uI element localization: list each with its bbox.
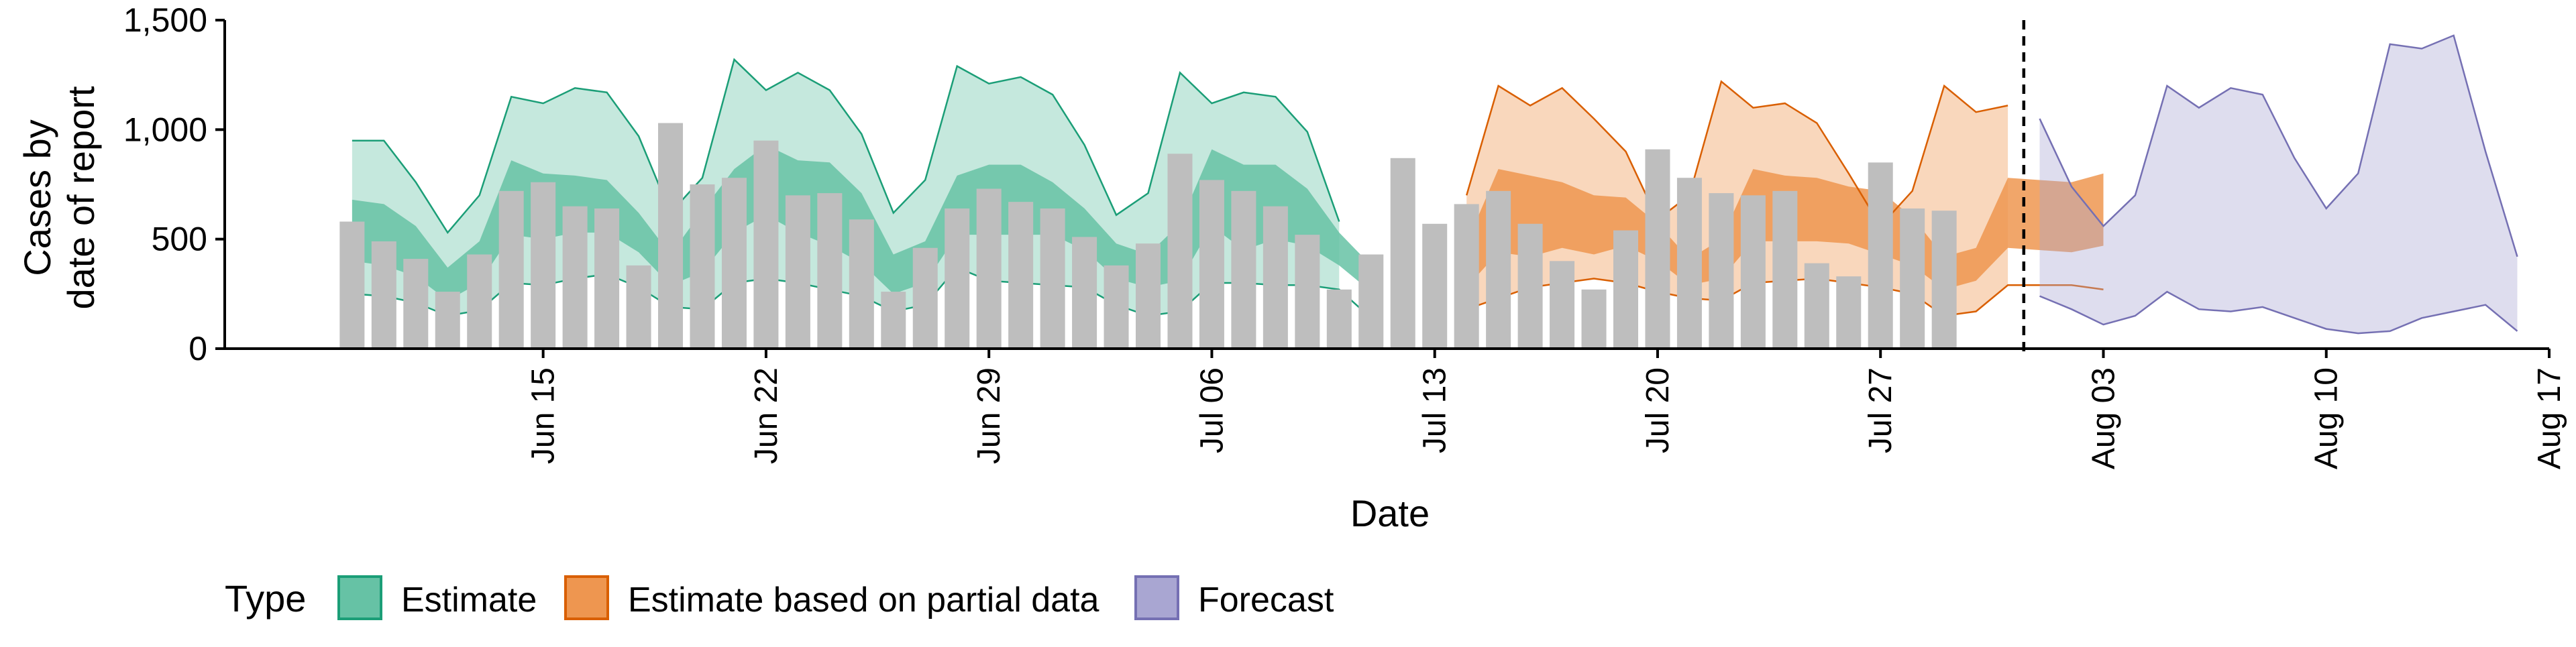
x-tick-label-3: Jun 29 (971, 367, 1007, 464)
bar-cases-day-41 (1613, 230, 1639, 349)
bar-cases-day-39 (1550, 261, 1575, 349)
y-axis-label-line-1: Cases by (16, 119, 58, 276)
bar-cases-day-6 (498, 190, 524, 349)
bar-cases-day-44 (1709, 193, 1734, 349)
bar-cases-day-18 (881, 292, 906, 349)
x-tick-label-8: Aug 03 (2086, 367, 2121, 469)
bar-cases-day-33 (1358, 254, 1384, 349)
y-tick-label-2: 500 (152, 221, 207, 258)
y-tick-label-1: 0 (189, 330, 207, 367)
bar-cases-day-17 (849, 219, 874, 349)
bar-cases-day-48 (1836, 276, 1862, 349)
bar-cases-day-1 (339, 221, 365, 349)
legend-label-estimate: Estimate (401, 581, 537, 620)
bar-cases-day-38 (1517, 223, 1543, 349)
bar-cases-day-15 (785, 195, 810, 349)
bar-cases-day-51 (1931, 211, 1957, 349)
bar-cases-day-21 (976, 188, 1002, 349)
bar-cases-day-22 (1008, 202, 1034, 349)
bar-cases-day-26 (1135, 243, 1161, 349)
bar-cases-day-43 (1676, 178, 1702, 349)
bar-cases-day-10 (626, 265, 651, 349)
bar-cases-day-20 (945, 208, 970, 349)
bar-cases-day-28 (1199, 180, 1224, 349)
x-tick-label-5: Jul 13 (1417, 367, 1453, 453)
legend-label-forecast: Forecast (1198, 581, 1334, 620)
bar-cases-day-46 (1772, 190, 1798, 349)
legend-label-partial: Estimate based on partial data (628, 581, 1099, 620)
bar-cases-day-3 (403, 259, 429, 349)
line-lower-forecast (2039, 290, 2518, 335)
bar-cases-day-2 (371, 241, 396, 349)
bar-cases-day-49 (1868, 162, 1893, 349)
bar-cases-day-5 (467, 254, 492, 349)
line-upper-estimate (352, 58, 1340, 235)
bar-cases-day-36 (1454, 204, 1479, 349)
bar-cases-day-34 (1390, 158, 1415, 349)
bar-cases-day-42 (1645, 149, 1670, 349)
x-tick-label-4: Jul 06 (1194, 367, 1230, 453)
x-tick-label-1: Jun 15 (526, 367, 561, 464)
bar-cases-day-7 (531, 182, 556, 349)
bar-cases-day-19 (912, 247, 938, 349)
legend-title: Type (225, 577, 306, 620)
legend-swatch-estimate (337, 575, 382, 620)
bar-cases-day-16 (817, 193, 843, 349)
x-tick-label-9: Aug 10 (2309, 367, 2345, 469)
bar-cases-day-32 (1326, 289, 1352, 349)
bar-cases-day-25 (1104, 265, 1129, 349)
bar-cases-day-4 (435, 292, 460, 349)
line-upper-partial (1465, 80, 2008, 228)
x-tick-label-6: Jul 20 (1640, 367, 1676, 453)
bar-cases-day-13 (721, 178, 747, 349)
bar-cases-day-8 (562, 206, 588, 349)
bar-cases-day-50 (1900, 208, 1925, 349)
bar-cases-day-47 (1804, 263, 1829, 349)
y-axis-label-line-2: date of report (60, 86, 102, 310)
bar-cases-day-23 (1040, 208, 1065, 349)
legend-swatch-forecast (1134, 575, 1179, 620)
band-90-forecast (2039, 35, 2518, 334)
legend-swatch-partial (564, 575, 609, 620)
bar-cases-day-24 (1072, 237, 1097, 349)
bar-cases-day-37 (1486, 190, 1511, 349)
bar-cases-day-45 (1740, 195, 1766, 349)
bar-cases-day-30 (1263, 206, 1288, 349)
y-tick-label-4: 1,500 (123, 1, 207, 39)
bar-cases-day-9 (594, 208, 620, 349)
line-upper-forecast (2039, 34, 2518, 257)
x-tick-label-2: Jun 22 (749, 367, 784, 464)
bar-cases-day-40 (1581, 289, 1607, 349)
bar-cases-day-12 (690, 184, 715, 349)
x-tick-label-10: Aug 17 (2532, 367, 2567, 469)
bar-cases-day-11 (658, 123, 684, 349)
bar-cases-day-31 (1295, 235, 1320, 349)
bar-cases-day-14 (753, 140, 779, 349)
x-tick-label-7: Jul 27 (1863, 367, 1898, 453)
axes: 0 500 1,000 1,500 Jun 15 Jun 22 Jun 29 Jul 06 Ju… (123, 1, 2567, 469)
reported-cases-bars (339, 123, 1957, 349)
bar-cases-day-35 (1422, 223, 1448, 349)
bar-cases-day-29 (1231, 190, 1256, 349)
bar-cases-day-27 (1167, 154, 1193, 349)
legend: Type Estimate Estimate based on partial … (225, 575, 1334, 620)
y-tick-label-3: 1,000 (123, 111, 207, 148)
x-axis-label: Date (1350, 492, 1430, 534)
